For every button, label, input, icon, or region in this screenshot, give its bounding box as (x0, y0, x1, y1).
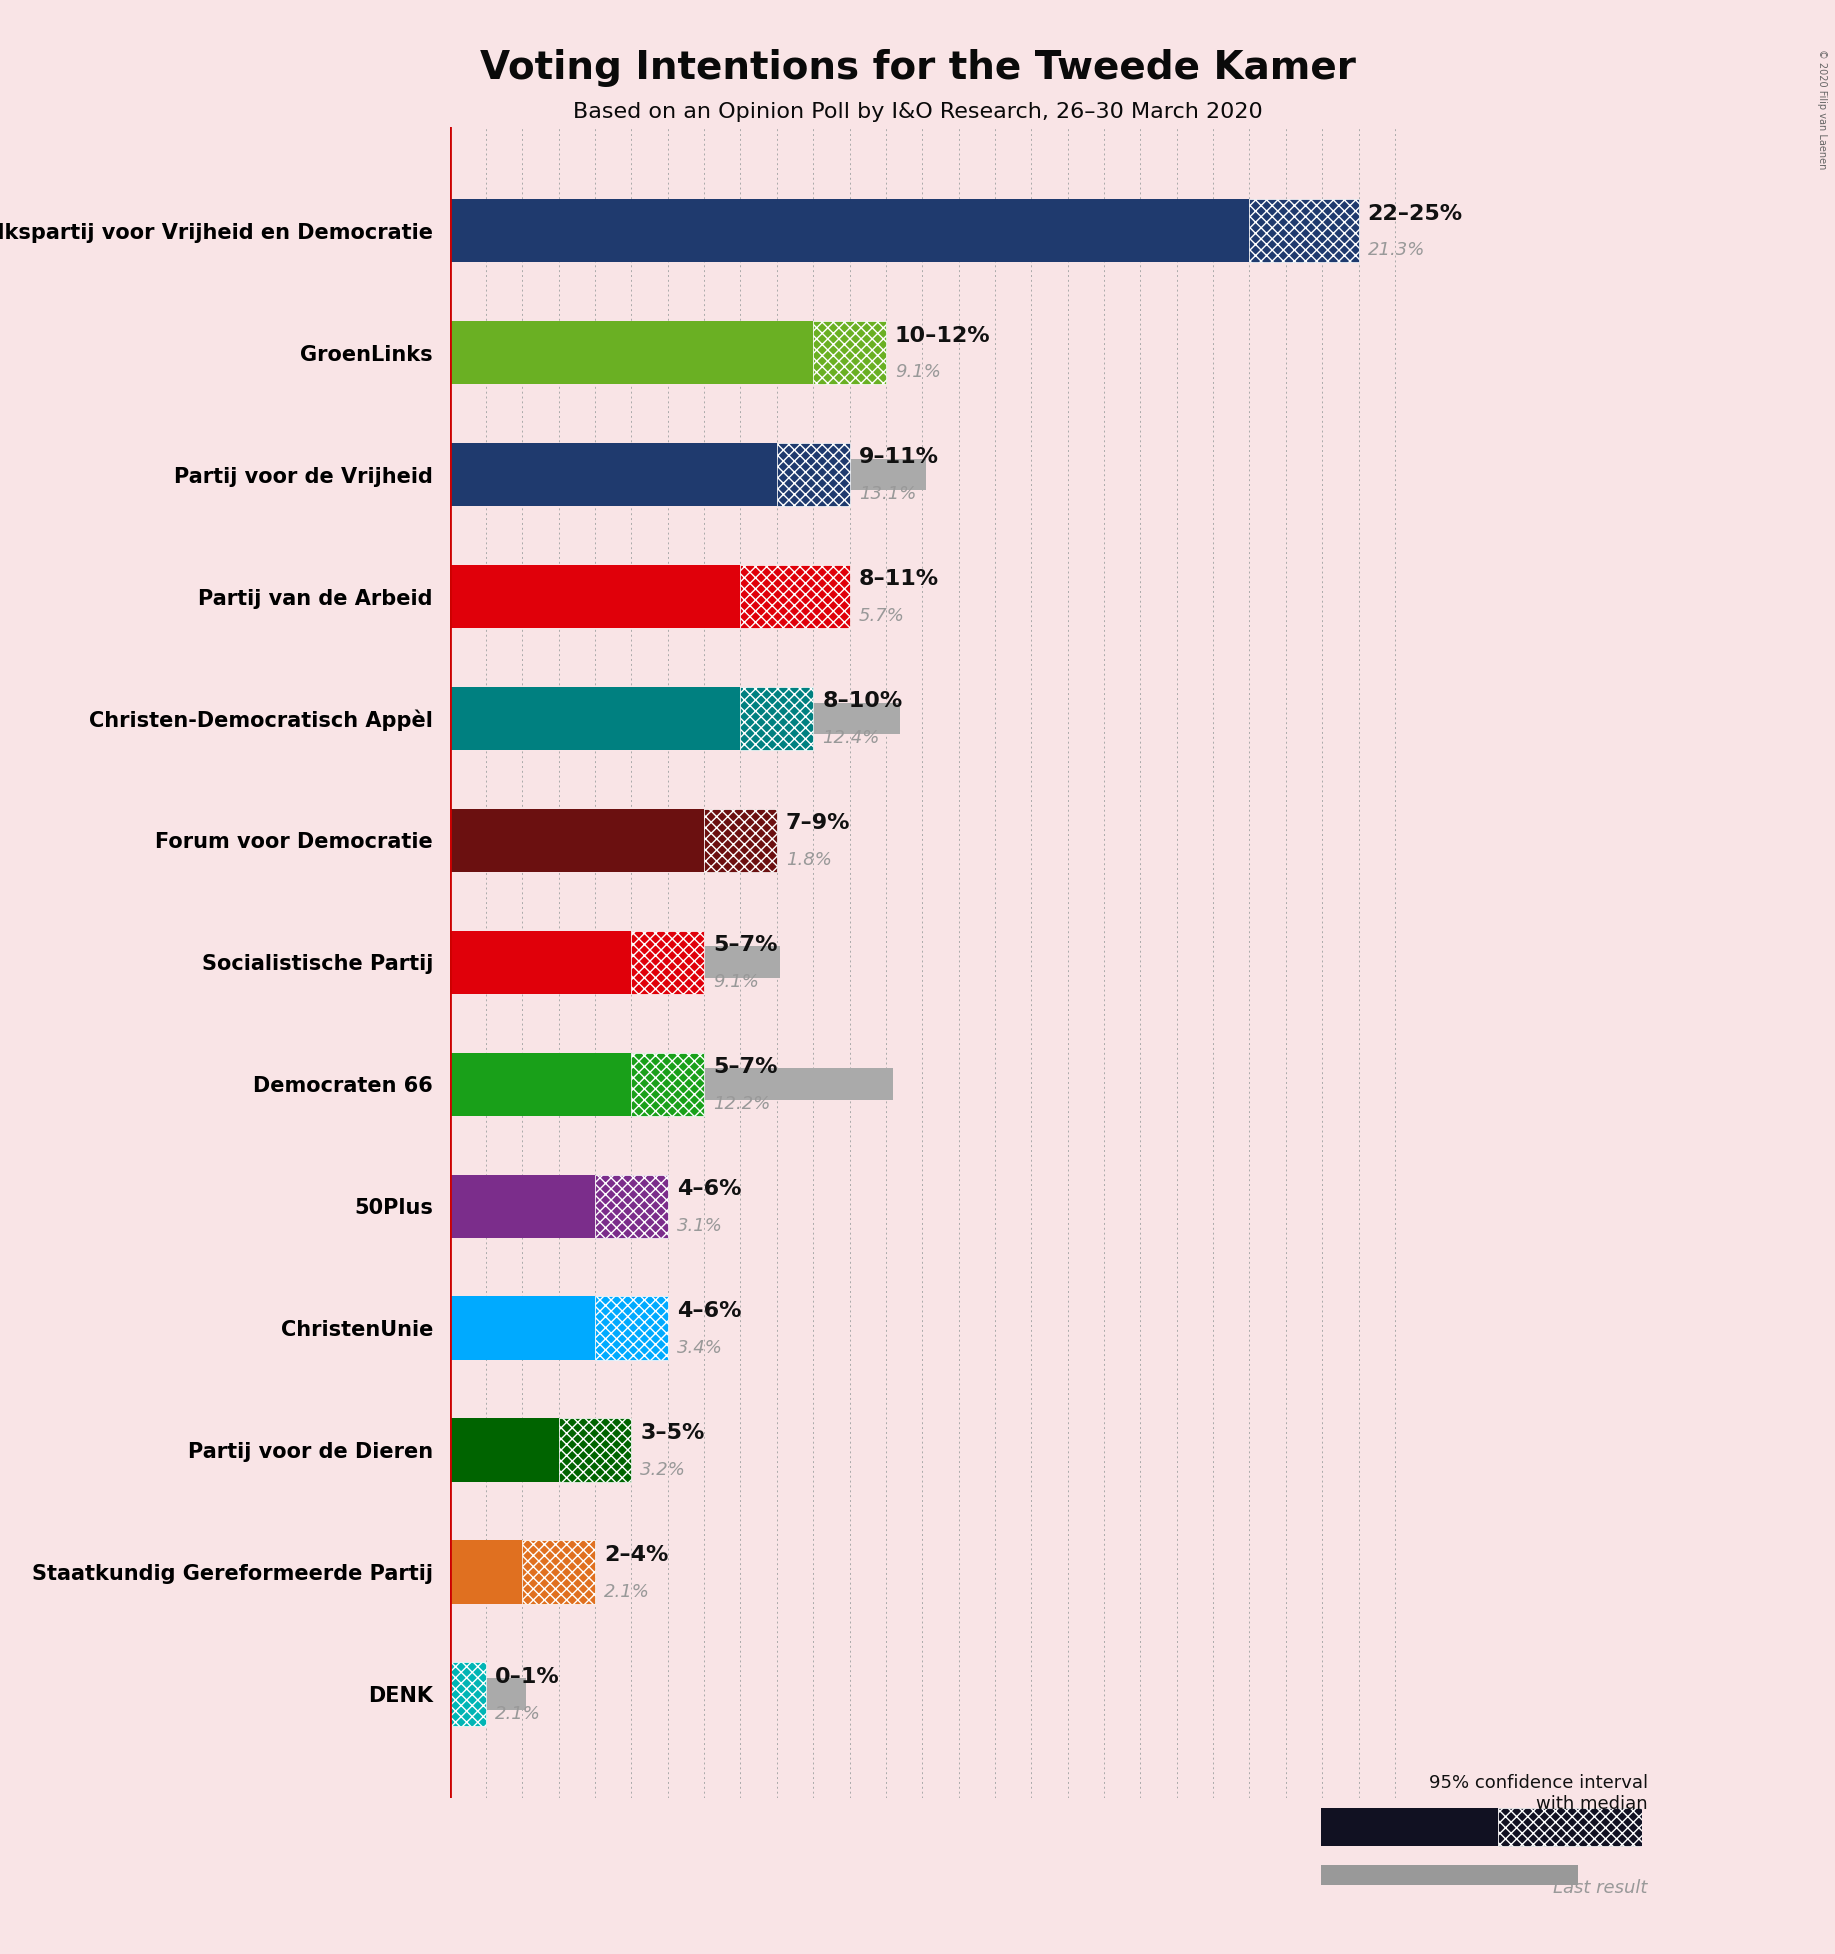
Bar (450, 320, 813, 385)
Bar (450, 1069, 894, 1100)
Bar (558, 1419, 631, 1481)
Text: 9.1%: 9.1% (895, 363, 941, 381)
Bar (631, 1053, 705, 1116)
Bar (813, 320, 886, 385)
Bar (705, 809, 776, 871)
Text: 13.1%: 13.1% (859, 485, 916, 502)
Text: 2.1%: 2.1% (495, 1704, 541, 1723)
Bar (450, 1297, 595, 1360)
Bar (450, 1313, 573, 1344)
Bar (450, 215, 1224, 246)
Bar (450, 825, 516, 856)
Text: 21.3%: 21.3% (1367, 240, 1426, 260)
Text: 3.1%: 3.1% (677, 1217, 723, 1235)
Text: 3–5%: 3–5% (640, 1423, 705, 1444)
Bar (450, 1540, 523, 1604)
Text: 9.1%: 9.1% (714, 973, 760, 991)
Text: 4–6%: 4–6% (677, 1178, 741, 1200)
Bar (450, 459, 927, 490)
Bar (450, 199, 1250, 262)
Text: 5.7%: 5.7% (859, 608, 905, 625)
Bar (450, 809, 705, 871)
Text: 4–6%: 4–6% (677, 1301, 741, 1321)
Text: 8–10%: 8–10% (822, 692, 903, 711)
Bar (450, 1434, 565, 1466)
Bar (1321, 1807, 1497, 1845)
Text: © 2020 Filip van Laenen: © 2020 Filip van Laenen (1817, 49, 1828, 170)
Text: Voting Intentions for the Tweede Kamer: Voting Intentions for the Tweede Kamer (479, 49, 1356, 86)
Text: 5–7%: 5–7% (714, 1057, 778, 1077)
Bar (450, 1678, 527, 1710)
Text: 1.8%: 1.8% (785, 850, 831, 870)
Bar (450, 565, 741, 627)
Bar (741, 686, 813, 750)
Text: 2.1%: 2.1% (604, 1583, 650, 1600)
Bar (450, 686, 741, 750)
Bar (450, 1174, 595, 1239)
Text: Last result: Last result (1554, 1878, 1648, 1897)
Text: 5–7%: 5–7% (714, 936, 778, 956)
Text: 9–11%: 9–11% (859, 447, 940, 467)
Bar (595, 1174, 668, 1239)
Text: 3.4%: 3.4% (677, 1338, 723, 1356)
Text: 22–25%: 22–25% (1367, 203, 1462, 223)
Bar (450, 444, 776, 506)
Bar (1321, 1864, 1578, 1886)
Bar (450, 930, 631, 995)
Text: 3.2%: 3.2% (640, 1462, 686, 1479)
Bar (776, 444, 850, 506)
Bar (450, 1663, 486, 1725)
Bar (1497, 1807, 1642, 1845)
Text: 12.2%: 12.2% (714, 1094, 771, 1114)
Text: 8–11%: 8–11% (859, 569, 940, 590)
Bar (450, 1419, 558, 1481)
Bar (450, 703, 901, 735)
Bar (450, 1555, 527, 1589)
Bar (450, 946, 780, 979)
Text: 12.4%: 12.4% (822, 729, 879, 746)
Bar (450, 1190, 562, 1221)
Bar (450, 336, 780, 369)
Text: 0–1%: 0–1% (495, 1667, 560, 1686)
Text: 2–4%: 2–4% (604, 1546, 668, 1565)
Bar (450, 1053, 631, 1116)
Bar (1250, 199, 1358, 262)
Text: 7–9%: 7–9% (785, 813, 850, 832)
Text: 95% confidence interval
with median: 95% confidence interval with median (1429, 1774, 1648, 1813)
Text: Based on an Opinion Poll by I&O Research, 26–30 March 2020: Based on an Opinion Poll by I&O Research… (573, 102, 1262, 121)
Text: 10–12%: 10–12% (895, 326, 991, 346)
Bar (450, 580, 657, 612)
Bar (595, 1297, 668, 1360)
Bar (523, 1540, 595, 1604)
Bar (631, 930, 705, 995)
Bar (741, 565, 850, 627)
